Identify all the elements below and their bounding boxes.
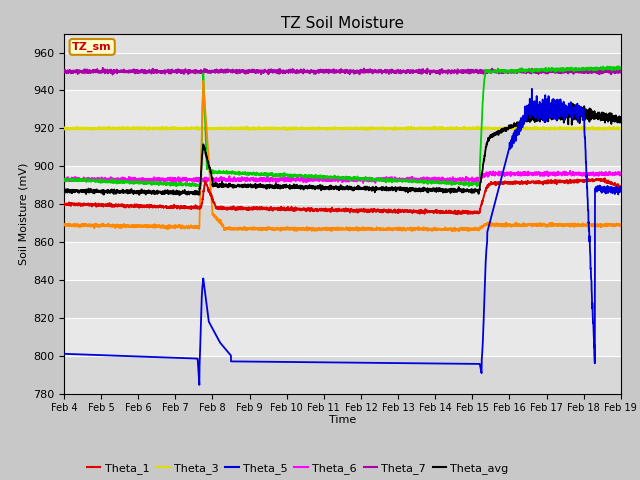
Bar bbox=[64, 318, 621, 356]
Bar bbox=[64, 204, 621, 242]
Bar bbox=[64, 128, 621, 166]
Bar bbox=[64, 242, 621, 280]
Bar bbox=[64, 166, 621, 204]
Bar bbox=[64, 52, 621, 90]
Legend: Theta_1, Theta_2, Theta_3, Theta_4, Theta_5, Theta_6, Theta_7, Theta_avg: Theta_1, Theta_2, Theta_3, Theta_4, Thet… bbox=[87, 463, 509, 480]
Bar bbox=[64, 356, 621, 394]
X-axis label: Time: Time bbox=[329, 415, 356, 425]
Text: TZ_sm: TZ_sm bbox=[72, 42, 112, 52]
Bar bbox=[64, 280, 621, 318]
Bar bbox=[64, 90, 621, 128]
Title: TZ Soil Moisture: TZ Soil Moisture bbox=[281, 16, 404, 31]
Y-axis label: Soil Moisture (mV): Soil Moisture (mV) bbox=[19, 162, 29, 265]
